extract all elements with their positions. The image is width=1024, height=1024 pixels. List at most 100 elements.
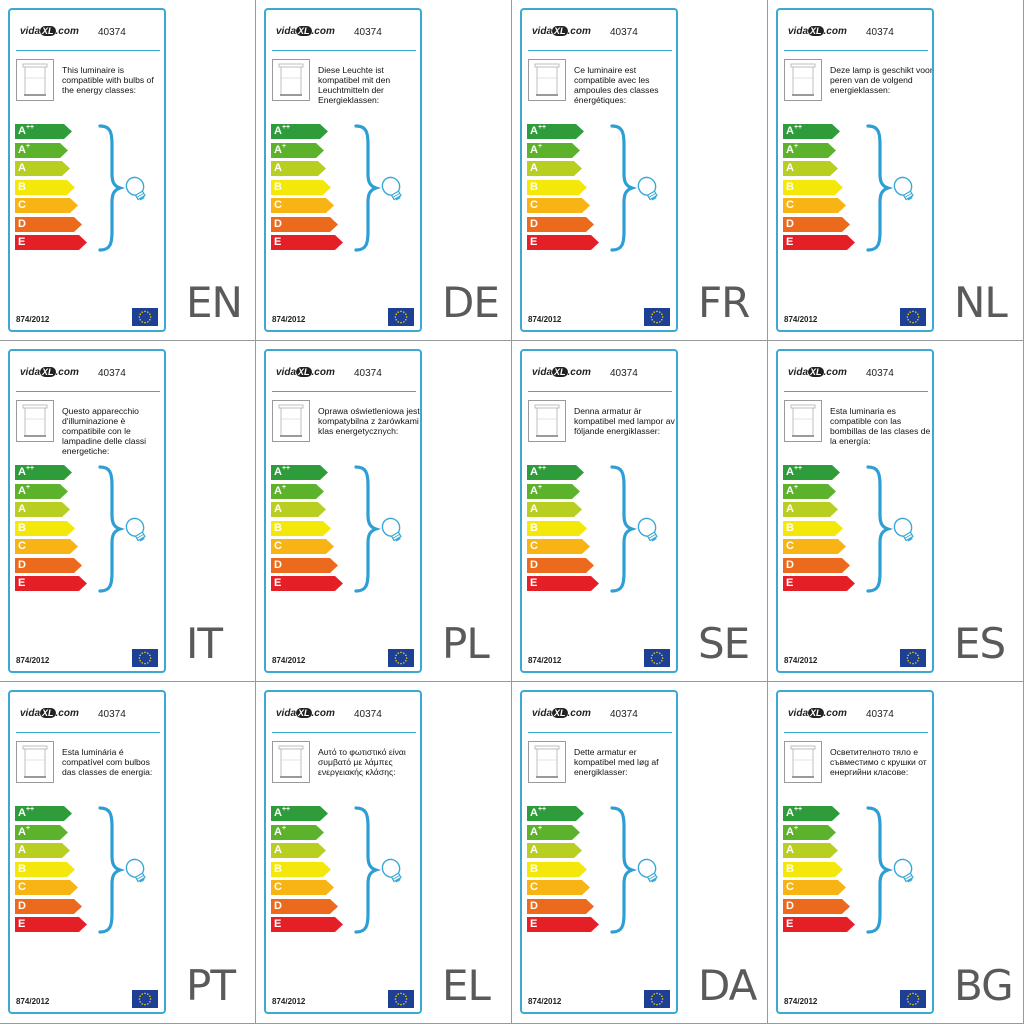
energy-class-arrow: A++: [527, 124, 584, 139]
ceiling-lamp-icon: [16, 741, 54, 783]
energy-class-letter: C: [18, 540, 26, 552]
energy-class-label: A+: [18, 484, 30, 498]
energy-class-arrow-shape: [271, 179, 331, 195]
eu-flag-icon: [900, 308, 926, 326]
energy-class-label: C: [274, 881, 282, 894]
compatibility-text: Dette armatur er kompatibel med løg af e…: [574, 747, 659, 777]
energy-class-label: A++: [18, 465, 34, 479]
regulation-number: 874/2012: [784, 997, 818, 1006]
energy-class-arrow: D: [783, 216, 850, 232]
energy-class-label: C: [18, 540, 26, 553]
energy-class-label: C: [786, 199, 794, 212]
energy-class-arrow: A+: [783, 824, 836, 840]
product-code: 40374: [354, 27, 382, 38]
energy-class-suffix: ++: [793, 465, 803, 472]
energy-class-suffix: +: [281, 824, 287, 832]
energy-class-scale: A++ A+ A B C D E: [15, 124, 95, 254]
energy-class-arrow: A: [527, 161, 582, 176]
energy-class-arrow: C: [15, 880, 78, 895]
brand-logo-xl: XL: [296, 367, 312, 377]
brand-logo-prefix: vida: [276, 708, 297, 719]
energy-class-label: E: [274, 918, 281, 931]
energy-class-suffix: ++: [281, 806, 291, 813]
energy-class-letter: A: [786, 466, 794, 478]
energy-label-card: vida XL .com 40374 Осветителното тяло е съвм…: [776, 690, 934, 1014]
energy-class-arrow-shape: [527, 539, 590, 554]
brand-logo-xl: XL: [552, 367, 568, 377]
energy-class-label: D: [274, 900, 282, 913]
brand-logo-xl: XL: [40, 26, 56, 36]
energy-class-arrow: E: [783, 576, 855, 591]
header-divider: [784, 391, 928, 392]
brand-logo-xl: XL: [296, 26, 312, 36]
energy-class-arrow-shape: [527, 557, 594, 573]
energy-class-arrow-shape: [15, 161, 70, 176]
energy-class-arrow: B: [271, 861, 331, 877]
energy-class-letter: A: [274, 125, 282, 137]
energy-class-letter: A: [274, 844, 282, 856]
eu-flag-icon: [132, 990, 158, 1008]
energy-class-letter: E: [18, 918, 26, 930]
energy-class-arrow-shape: [271, 161, 326, 176]
energy-class-label: A+: [274, 484, 286, 498]
eu-flag-icon: [900, 990, 926, 1008]
energy-label-panel: vida XL .com 40374 Dette armatur er kompatib…: [512, 682, 768, 1024]
compatibility-text: Esta luminária é compatível com bulbos d…: [62, 747, 153, 777]
ceiling-lamp-icon: [272, 741, 310, 783]
energy-class-arrow: A++: [527, 806, 584, 821]
energy-label-card: vida XL .com 40374 Oprawa oświetleniowa jest…: [264, 349, 422, 673]
energy-class-arrow-shape: [783, 179, 843, 195]
light-bulb-icon: [610, 465, 670, 598]
energy-class-suffix: ++: [281, 124, 291, 131]
energy-class-arrow: A++: [15, 124, 72, 139]
energy-class-arrow-shape: [527, 465, 584, 480]
energy-class-arrow-shape: [527, 917, 599, 932]
energy-class-letter: A: [274, 466, 282, 478]
energy-class-arrow-shape: [15, 557, 82, 573]
energy-class-letter: A: [530, 807, 538, 819]
brand-logo: vida XL .com: [788, 26, 847, 37]
energy-label-panel: vida XL .com 40374 Diese Leuchte ist kompati…: [256, 0, 512, 341]
energy-class-letter: B: [274, 180, 282, 193]
energy-class-arrow: A++: [783, 465, 840, 480]
eu-flag-icon: [132, 649, 158, 667]
energy-class-arrow: E: [783, 235, 855, 250]
energy-class-arrow-shape: [783, 198, 846, 213]
light-bulb-icon: [354, 465, 414, 598]
brand-logo-xl: XL: [40, 708, 56, 718]
energy-class-arrow-shape: [15, 861, 75, 877]
energy-class-letter: D: [786, 558, 794, 571]
energy-class-label: A: [530, 162, 538, 175]
energy-class-arrow-shape: [15, 198, 78, 213]
energy-class-arrow: D: [527, 216, 594, 232]
energy-class-letter: E: [274, 577, 282, 589]
energy-class-letter: D: [786, 217, 794, 230]
energy-class-label: E: [18, 918, 25, 931]
energy-class-arrow: E: [15, 917, 87, 932]
energy-class-arrow: D: [527, 557, 594, 573]
eu-flag-icon: [644, 649, 670, 667]
brand-logo-suffix: .com: [567, 367, 591, 378]
energy-class-arrow: E: [527, 917, 599, 932]
energy-label-panel: vida XL .com 40374 Deze lamp is geschikt voo…: [768, 0, 1024, 341]
energy-class-arrow-shape: [783, 917, 855, 932]
energy-class-label: A++: [274, 465, 290, 479]
energy-class-letter: A: [274, 162, 282, 174]
energy-class-arrow-shape: [783, 235, 855, 250]
energy-class-letter: B: [786, 180, 794, 193]
energy-class-letter: A: [274, 143, 282, 156]
energy-class-arrow-shape: [527, 483, 580, 499]
brand-logo: vida XL .com: [276, 367, 335, 378]
energy-class-suffix: ++: [537, 806, 547, 813]
energy-class-letter: E: [530, 577, 538, 589]
compatibility-text: Осветителното тяло е съвместимо с крушки…: [830, 747, 927, 777]
ceiling-lamp-icon: [528, 59, 566, 101]
energy-class-label: C: [274, 540, 282, 553]
brand-logo-xl: XL: [808, 26, 824, 36]
compatibility-text: Αυτό το φωτιστικό είναι συμβατό με λάμπε…: [318, 747, 406, 777]
energy-class-label: A++: [274, 124, 291, 138]
energy-class-label: A: [530, 503, 538, 516]
energy-class-arrow: B: [527, 520, 587, 536]
language-code: PT: [186, 961, 236, 1010]
energy-class-arrow: D: [783, 557, 850, 573]
